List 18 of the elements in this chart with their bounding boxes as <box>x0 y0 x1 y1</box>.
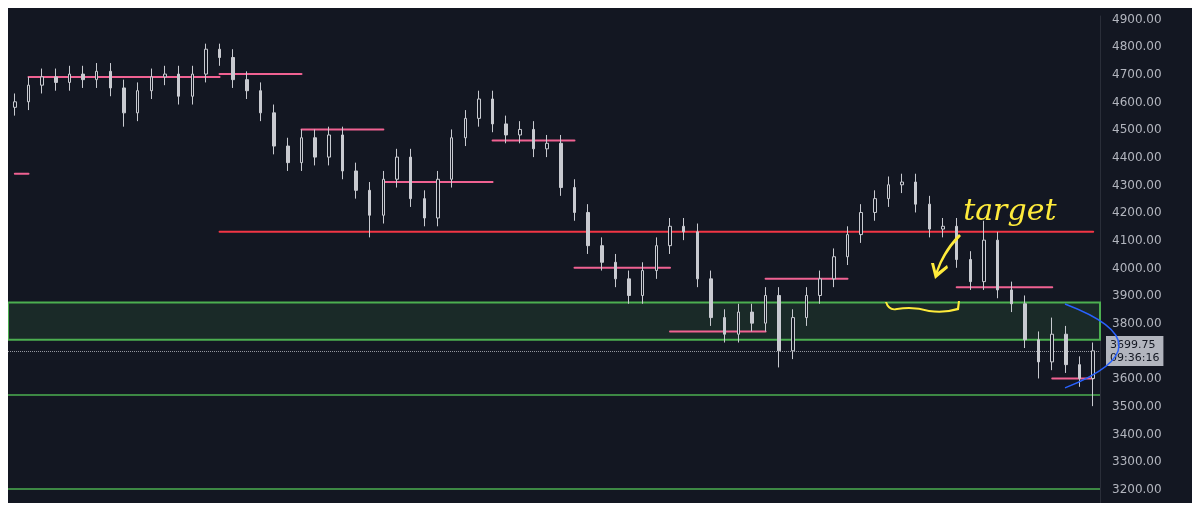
y-tick-label: 4100.00 <box>1112 233 1162 248</box>
y-tick-label: 4700.00 <box>1112 67 1162 82</box>
y-tick-label: 3400.00 <box>1112 426 1162 441</box>
y-tick-label: 4000.00 <box>1112 260 1162 275</box>
y-tick-label: 4900.00 <box>1112 11 1162 26</box>
y-tick-label: 3900.00 <box>1112 288 1162 303</box>
y-tick-label: 4500.00 <box>1112 122 1162 137</box>
y-tick-label: 3200.00 <box>1112 482 1162 497</box>
annotation: target <box>963 192 1057 228</box>
y-tick-label: 4800.00 <box>1112 39 1162 54</box>
y-tick-label: 4300.00 <box>1112 177 1162 192</box>
y-tick-label: 4400.00 <box>1112 150 1162 165</box>
y-tick-label: 3800.00 <box>1112 316 1162 331</box>
y-tick-label: 4600.00 <box>1112 94 1162 109</box>
y-tick-label: 3600.00 <box>1112 371 1162 386</box>
y-tick-label: 3300.00 <box>1112 454 1162 469</box>
y-tick-label: 3500.00 <box>1112 399 1162 414</box>
y-tick-label: 4200.00 <box>1112 205 1162 220</box>
